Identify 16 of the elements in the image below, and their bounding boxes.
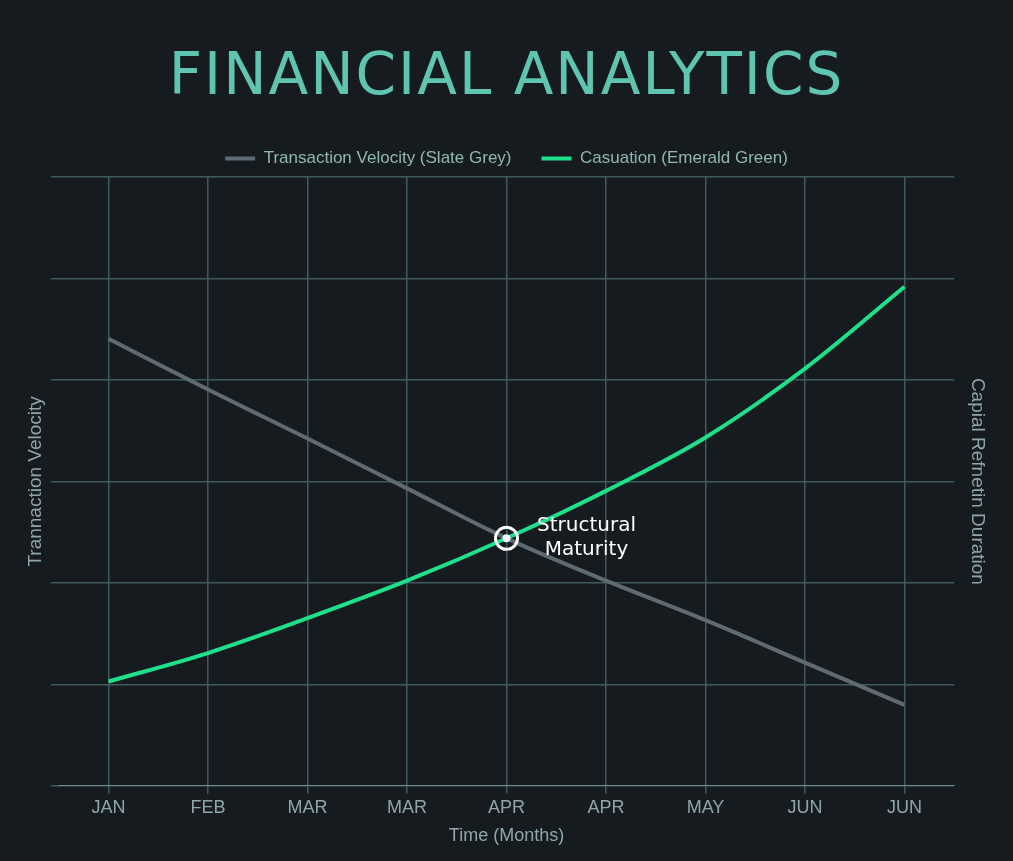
x-axis-title: Time (Months): [448, 825, 565, 846]
legend-label: Transaction Velocity (Slate Grey): [263, 148, 512, 168]
x-tick-label: MAR: [287, 796, 328, 817]
x-tick-label: JAN: [91, 796, 126, 817]
annotation: Structural Maturity: [537, 512, 636, 561]
y-axis-title: Trannaction Velocity: [23, 395, 45, 567]
x-tick-label: MAY: [686, 796, 725, 817]
x-tick-label: JUN: [886, 796, 922, 817]
y2-axis-title: Capial Refnetin Duration: [968, 377, 990, 585]
x-tick-label: APR: [487, 796, 526, 817]
x-tick-label: APR: [587, 796, 625, 817]
x-tick-label: MAR: [387, 796, 428, 817]
legend-label: Casuation (Emerald Green): [579, 148, 788, 168]
x-tick-label: JUN: [787, 796, 823, 817]
chart-title: FINANCIAL ANALYTICS: [167, 39, 846, 110]
x-tick-label: FEB: [190, 796, 226, 817]
